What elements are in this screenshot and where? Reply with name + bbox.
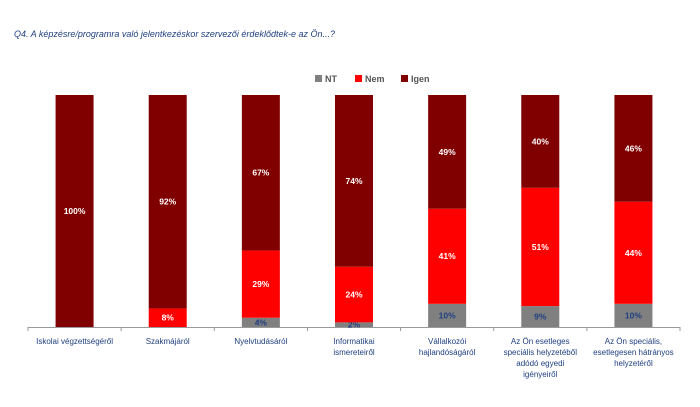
data-label-nt-4: 2% bbox=[348, 320, 361, 330]
category-label-1: Iskolai végzettségéről bbox=[36, 337, 114, 346]
data-label-nt-5: 10% bbox=[439, 310, 456, 320]
bar-igen-3 bbox=[241, 95, 280, 251]
data-label-nem-4: 24% bbox=[345, 290, 362, 300]
legend: NT Nem Igen bbox=[0, 74, 700, 86]
category-label-6: Az Ön esetleges speciális helyzetéből ad… bbox=[503, 337, 577, 379]
data-label-nt-3: 4% bbox=[255, 317, 268, 327]
data-label-igen-5: 49% bbox=[439, 147, 456, 157]
category-label-7: Az Ön speciális, esetlegesen hátrányos h… bbox=[593, 337, 674, 368]
data-label-igen-7: 46% bbox=[625, 143, 642, 153]
bar-nem-3 bbox=[241, 250, 280, 318]
data-label-igen-6: 40% bbox=[532, 136, 549, 146]
bar-nem-4 bbox=[335, 266, 373, 323]
data-label-nem-2: 8% bbox=[162, 313, 175, 323]
category-label-5: Vállalkozói hajlandóságáról bbox=[418, 337, 476, 357]
bar-nt-5 bbox=[428, 303, 467, 327]
bar-nt-7 bbox=[614, 303, 653, 327]
category-label-4: Informatikai ismereteiről bbox=[333, 337, 375, 357]
data-label-nt-6: 9% bbox=[534, 312, 547, 322]
category-label-2: Szakmájáról bbox=[145, 337, 190, 346]
bar-nem-7 bbox=[614, 201, 653, 304]
legend-item-nem: Nem bbox=[355, 74, 385, 84]
data-label-igen-1: 100% bbox=[64, 206, 86, 216]
bar-igen-6 bbox=[521, 95, 560, 188]
bar-nt-3 bbox=[241, 317, 280, 327]
legend-label-igen: Igen bbox=[411, 74, 430, 84]
chart-title: Q4. A képzésre/programra való jelentkezé… bbox=[14, 29, 335, 39]
bar-igen-2 bbox=[148, 95, 187, 309]
data-label-nt-7: 10% bbox=[625, 310, 642, 320]
bar-nem-6 bbox=[521, 187, 560, 307]
bar-igen-1 bbox=[55, 95, 94, 327]
legend-swatch-nt bbox=[315, 75, 322, 82]
data-label-igen-4: 74% bbox=[345, 176, 362, 186]
data-label-nem-5: 41% bbox=[439, 251, 456, 261]
bar-igen-5 bbox=[428, 95, 467, 209]
bar-igen-4 bbox=[335, 95, 373, 267]
data-label-igen-2: 92% bbox=[159, 197, 176, 207]
data-label-nem-3: 29% bbox=[252, 279, 269, 289]
legend-label-nem: Nem bbox=[365, 74, 385, 84]
data-label-nem-7: 44% bbox=[625, 248, 642, 258]
bar-nt-6 bbox=[521, 306, 560, 327]
data-label-nem-6: 51% bbox=[532, 242, 549, 252]
bar-nem-5 bbox=[428, 208, 467, 304]
bar-nt-4 bbox=[335, 322, 373, 327]
legend-item-igen: Igen bbox=[401, 74, 430, 84]
legend-swatch-igen bbox=[401, 75, 408, 82]
category-label-3: Nyelvtudásáról bbox=[234, 337, 288, 346]
legend-swatch-nem bbox=[355, 75, 362, 82]
legend-item-nt: NT bbox=[315, 74, 337, 84]
data-label-igen-3: 67% bbox=[252, 168, 269, 178]
bar-igen-7 bbox=[614, 95, 653, 202]
legend-label-nt: NT bbox=[325, 74, 337, 84]
bar-nem-2 bbox=[148, 308, 187, 327]
